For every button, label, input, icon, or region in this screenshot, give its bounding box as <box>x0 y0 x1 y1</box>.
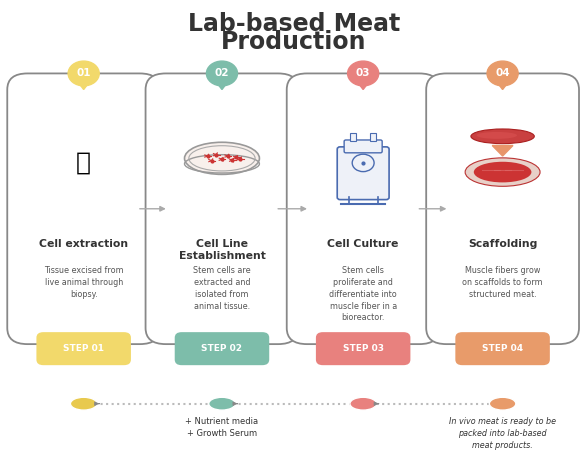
FancyBboxPatch shape <box>455 332 550 365</box>
Ellipse shape <box>185 142 259 175</box>
Text: Lab-based Meat: Lab-based Meat <box>188 12 400 36</box>
Polygon shape <box>214 79 230 89</box>
Polygon shape <box>76 79 92 89</box>
Circle shape <box>68 61 99 86</box>
Polygon shape <box>355 79 371 89</box>
Text: Cell Line
Establishment: Cell Line Establishment <box>179 239 265 261</box>
Ellipse shape <box>471 129 534 144</box>
FancyBboxPatch shape <box>426 73 579 344</box>
Ellipse shape <box>71 397 97 410</box>
Text: Stem cells
proliferate and
differentiate into
muscle fiber in a
bioreactor.: Stem cells proliferate and differentiate… <box>329 266 397 322</box>
Text: STEP 01: STEP 01 <box>63 344 104 353</box>
FancyBboxPatch shape <box>146 73 298 344</box>
Circle shape <box>348 61 379 86</box>
Polygon shape <box>492 146 513 156</box>
Text: Muscle fibers grow
on scaffolds to form
structured meat.: Muscle fibers grow on scaffolds to form … <box>462 266 543 299</box>
Ellipse shape <box>474 162 532 183</box>
FancyBboxPatch shape <box>316 332 410 365</box>
Ellipse shape <box>477 132 517 139</box>
Text: STEP 04: STEP 04 <box>482 344 523 353</box>
FancyBboxPatch shape <box>36 332 131 365</box>
Text: Cell extraction: Cell extraction <box>39 239 128 249</box>
FancyBboxPatch shape <box>344 140 382 153</box>
FancyBboxPatch shape <box>7 73 160 344</box>
Text: 02: 02 <box>215 68 229 79</box>
Text: STEP 02: STEP 02 <box>202 344 242 353</box>
Text: 🐄: 🐄 <box>76 151 91 175</box>
Text: 01: 01 <box>76 68 91 79</box>
Text: 03: 03 <box>356 68 370 79</box>
Text: Stem cells are
extracted and
isolated from
animal tissue.: Stem cells are extracted and isolated fr… <box>193 266 251 310</box>
Ellipse shape <box>489 397 516 410</box>
FancyBboxPatch shape <box>337 147 389 199</box>
FancyBboxPatch shape <box>175 332 269 365</box>
Ellipse shape <box>350 397 376 410</box>
Polygon shape <box>495 79 510 89</box>
Text: STEP 03: STEP 03 <box>343 344 383 353</box>
Text: + Nutrient media
+ Growth Serum: + Nutrient media + Growth Serum <box>185 417 259 438</box>
Circle shape <box>206 61 238 86</box>
Bar <box>350 133 356 141</box>
Text: In vivo meat is ready to be
packed into lab-based
meat products.: In vivo meat is ready to be packed into … <box>449 417 556 450</box>
Circle shape <box>487 61 518 86</box>
Text: 04: 04 <box>495 68 510 79</box>
Ellipse shape <box>209 397 235 410</box>
Text: Production: Production <box>221 30 367 54</box>
Bar <box>370 133 376 141</box>
Text: Cell Culture: Cell Culture <box>328 239 399 249</box>
Text: Scaffolding: Scaffolding <box>468 239 537 249</box>
Text: Tissue excised from
live animal through
biopsy.: Tissue excised from live animal through … <box>44 266 123 299</box>
FancyBboxPatch shape <box>287 73 440 344</box>
Ellipse shape <box>465 158 540 186</box>
